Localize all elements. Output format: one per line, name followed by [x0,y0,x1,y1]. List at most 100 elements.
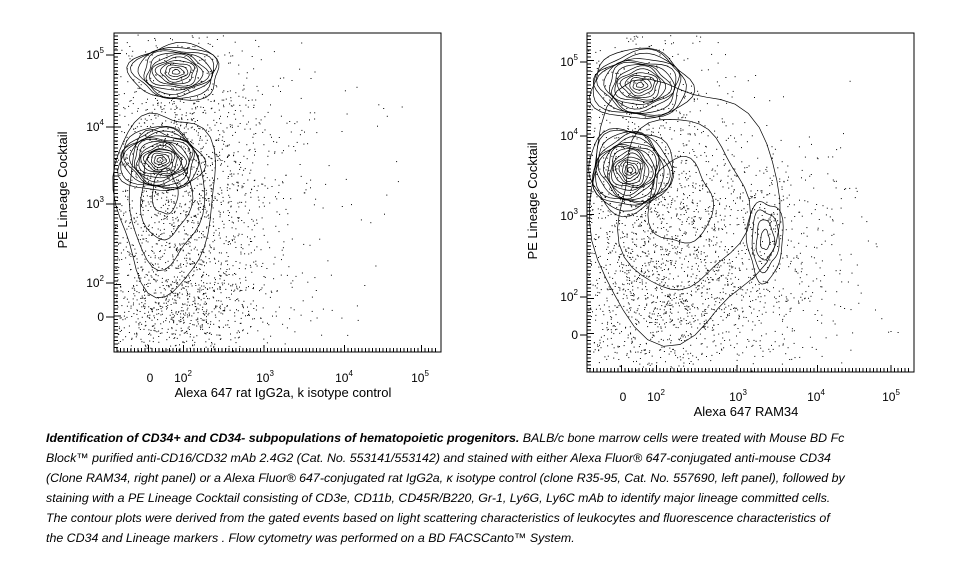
event-dot [143,306,145,308]
event-dot [221,160,223,161]
event-dot [724,246,726,248]
event-dot [150,206,152,208]
event-dot [161,277,163,279]
event-dot [643,238,645,240]
event-dot [715,301,717,303]
event-dot [250,241,251,242]
event-dot [203,297,205,299]
event-dot [799,199,800,201]
event-dot [313,204,315,206]
event-dot [721,309,723,311]
event-dot [209,43,211,45]
event-dot [227,155,229,157]
event-dot [705,239,707,241]
event-dot [196,308,198,310]
event-dot [683,300,684,302]
event-dot [235,228,237,230]
event-dot [147,282,149,284]
event-dot [200,203,202,205]
event-dot [141,295,143,297]
event-dot [173,222,175,224]
event-dot [177,249,179,251]
event-dot [635,205,637,207]
event-dot [218,300,220,302]
event-dot [187,119,189,121]
event-dot [719,198,721,200]
event-dot [607,215,609,217]
event-dot [162,306,164,308]
event-dot [701,292,703,294]
event-dot [692,227,694,229]
event-dot [616,222,617,224]
event-dot [626,354,628,356]
event-dot [186,220,188,221]
event-dot [144,186,146,188]
event-dot [631,299,633,301]
event-dot [174,295,176,297]
event-dot [684,186,686,188]
event-dot [232,274,234,276]
event-dot [115,159,117,160]
event-dot [822,205,824,207]
event-dot [193,158,195,160]
event-dot [736,343,738,345]
event-dot [623,293,625,295]
event-dot [138,275,140,276]
event-dot [595,239,597,240]
event-dot [241,220,243,221]
event-dot [694,250,696,252]
event-dot [656,322,658,324]
event-dot [745,292,747,294]
event-dot [215,229,217,231]
event-dot [631,282,633,284]
event-dot [739,196,741,198]
event-dot [729,169,731,171]
event-dot [172,177,174,179]
event-dot [173,282,175,283]
event-dot [850,253,852,255]
event-dot [255,99,257,101]
event-dot [751,229,753,230]
event-dot [746,289,748,291]
event-dot [225,274,227,276]
event-dot [164,138,166,140]
event-dot [646,320,647,322]
event-dot [767,267,769,268]
event-dot [287,224,289,226]
event-dot [144,276,146,278]
event-dot [644,220,646,222]
event-dot [685,177,686,179]
event-dot [125,164,127,166]
event-dot [669,58,671,59]
event-dot [708,238,710,240]
event-dot [665,312,667,314]
event-dot [727,285,729,286]
event-dot [771,180,773,181]
event-dot [781,333,783,335]
event-dot [654,210,655,212]
event-dot [191,221,193,223]
event-dot [161,122,163,124]
event-dot [772,153,774,155]
event-dot [653,308,655,310]
event-dot [213,225,215,227]
event-dot [149,340,151,342]
event-dot [148,334,150,335]
event-dot [660,357,662,358]
event-dot [681,302,683,304]
event-dot [691,304,693,306]
event-dot [779,178,781,180]
event-dot [135,321,137,323]
event-dot [674,350,676,352]
event-dot [131,316,133,317]
event-dot [148,203,150,205]
event-dot [211,342,213,343]
event-dot [799,356,801,358]
event-dot [626,236,628,238]
event-dot [751,135,753,137]
event-dot [663,227,665,228]
event-dot [592,154,593,156]
event-dot [215,316,217,318]
event-dot [840,259,842,261]
event-dot [136,284,138,286]
